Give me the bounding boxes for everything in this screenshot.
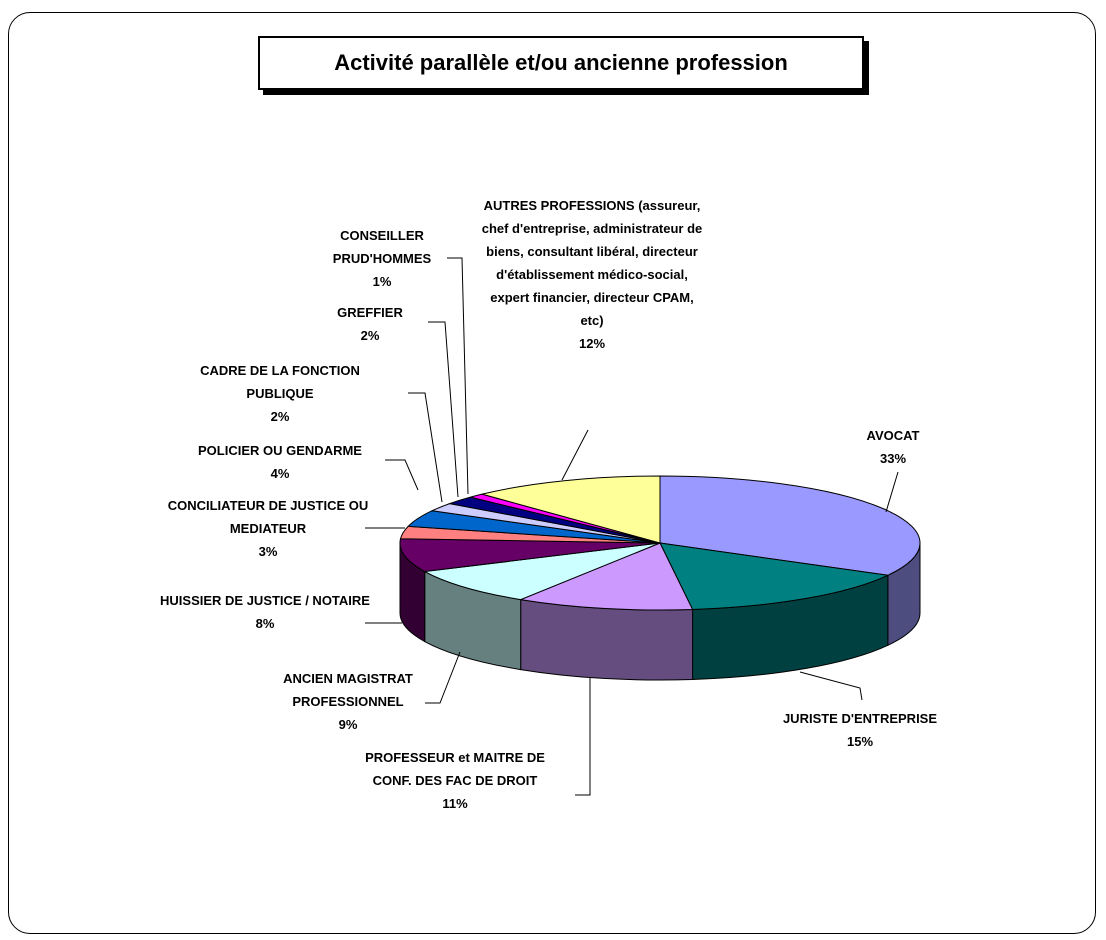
data-label: POLICIER OU GENDARME 4% xyxy=(170,439,390,485)
value-label: 12% xyxy=(578,336,606,351)
slice xyxy=(518,542,694,611)
data-label: CADRE DE LA FONCTION PUBLIQUE 2% xyxy=(170,359,390,428)
data-label: AUTRES PROFESSIONS (assureur, chef d'ent… xyxy=(481,194,703,355)
category-label: ANCIEN MAGISTRAT PROFESSIONNEL xyxy=(283,671,413,709)
category-label: GREFFIER xyxy=(337,305,403,320)
data-label: HUISSIER DE JUSTICE / NOTAIRE 8% xyxy=(160,589,370,635)
data-label: JURISTE D'ENTREPRISE 15% xyxy=(760,707,960,753)
data-label: PROFESSEUR et MAITRE DE CONF. DES FAC DE… xyxy=(355,746,555,815)
category-label: POLICIER OU GENDARME xyxy=(198,443,362,458)
data-label: CONCILIATEUR DE JUSTICE OU MEDIATEUR 3% xyxy=(158,494,378,563)
slice-side xyxy=(520,598,694,681)
data-label: GREFFIER 2% xyxy=(310,301,430,347)
value-label: 3% xyxy=(258,544,278,559)
value-label: 8% xyxy=(255,616,275,631)
category-label: HUISSIER DE JUSTICE / NOTAIRE xyxy=(160,593,370,608)
leader-line xyxy=(408,392,443,503)
slice xyxy=(423,542,661,601)
leader-line xyxy=(385,459,419,491)
category-label: AVOCAT xyxy=(866,428,920,443)
chart-frame xyxy=(8,12,1096,934)
leader-line xyxy=(799,671,863,701)
slice xyxy=(659,542,890,610)
category-label: CONSEILLER PRUD'HOMMES xyxy=(332,228,432,266)
leader-line xyxy=(885,471,899,513)
category-label: AUTRES PROFESSIONS (assureur, chef d'ent… xyxy=(481,198,703,328)
leader-line xyxy=(447,257,469,495)
data-label: ANCIEN MAGISTRAT PROFESSIONNEL 9% xyxy=(248,667,448,736)
leader-line xyxy=(561,429,589,481)
data-label: CONSEILLER PRUD'HOMMES 1% xyxy=(312,224,452,293)
leader-line xyxy=(428,321,459,498)
chart-title: Activité parallèle et/ou ancienne profes… xyxy=(258,36,864,90)
value-label: 4% xyxy=(270,466,290,481)
value-label: 11% xyxy=(442,796,468,811)
category-label: JURISTE D'ENTREPRISE xyxy=(782,711,938,726)
slice xyxy=(399,538,661,573)
value-label: 33% xyxy=(879,451,907,466)
slice xyxy=(481,475,661,544)
slice xyxy=(659,475,921,576)
value-label: 15% xyxy=(846,734,874,749)
value-label: 2% xyxy=(270,409,290,424)
value-label: 1% xyxy=(372,274,392,289)
leader-line xyxy=(575,678,591,796)
value-label: 2% xyxy=(360,328,380,343)
leader-line xyxy=(425,651,461,704)
data-label: AVOCAT 33% xyxy=(833,424,953,470)
category-label: CONCILIATEUR DE JUSTICE OU MEDIATEUR xyxy=(167,498,369,536)
category-label: CADRE DE LA FONCTION PUBLIQUE xyxy=(200,363,360,401)
category-label: PROFESSEUR et MAITRE DE CONF. DES FAC DE… xyxy=(365,750,545,788)
value-label: 9% xyxy=(338,717,358,732)
